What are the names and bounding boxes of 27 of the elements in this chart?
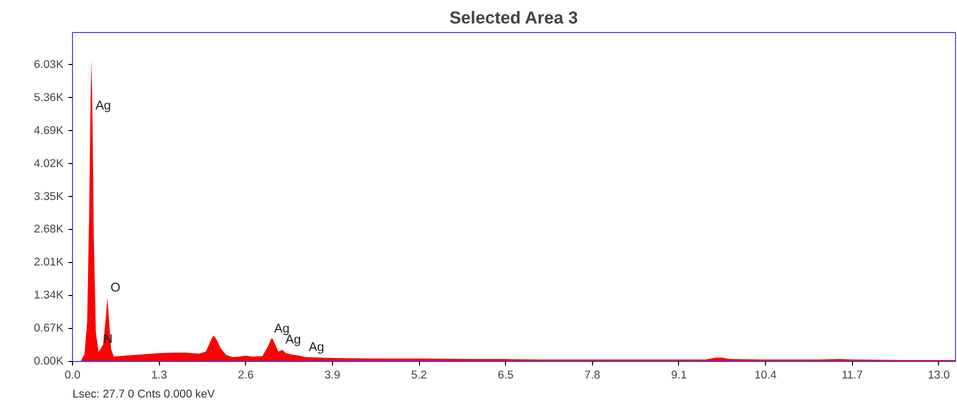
chart-title: Selected Area 3 bbox=[449, 8, 578, 28]
x-tick-label: 13.0 bbox=[928, 370, 950, 382]
annotation: Ag bbox=[308, 340, 324, 354]
x-tick-label: 6.5 bbox=[498, 370, 514, 382]
x-tick-label: 9.1 bbox=[671, 370, 687, 382]
y-tick-label: 5.36K bbox=[34, 92, 64, 104]
y-tick-label: 4.02K bbox=[34, 158, 64, 170]
x-tick-label: 1.3 bbox=[151, 370, 168, 382]
y-tick-label: 2.68K bbox=[34, 224, 64, 236]
x-tick-label: 3.9 bbox=[324, 370, 340, 382]
x-tick-label: 11.7 bbox=[842, 370, 863, 382]
annotation: Ag bbox=[274, 321, 290, 336]
y-tick-label: 1.34K bbox=[34, 290, 64, 302]
y-tick-label: 0.67K bbox=[34, 322, 64, 335]
y-tick-label: 2.01K bbox=[34, 256, 64, 269]
y-tick-label: 4.69K bbox=[34, 124, 64, 137]
x-tick-label: 2.6 bbox=[238, 370, 254, 382]
y-tick-label: 6.03K bbox=[34, 58, 64, 71]
x-tick-label: 0.0 bbox=[64, 370, 80, 382]
x-tick-label: 5.2 bbox=[411, 370, 427, 382]
y-tick-label: 0.00K bbox=[34, 356, 64, 368]
annotation: O bbox=[110, 280, 120, 295]
annotation: Ag bbox=[95, 98, 111, 113]
text: Lsec: 27.7 0 Cnts 0.000 keV bbox=[72, 388, 216, 400]
y-tick-label: 3.35K bbox=[34, 190, 64, 203]
x-tick-label: 7.8 bbox=[584, 370, 600, 382]
x-tick-label: 10.4 bbox=[754, 370, 777, 382]
